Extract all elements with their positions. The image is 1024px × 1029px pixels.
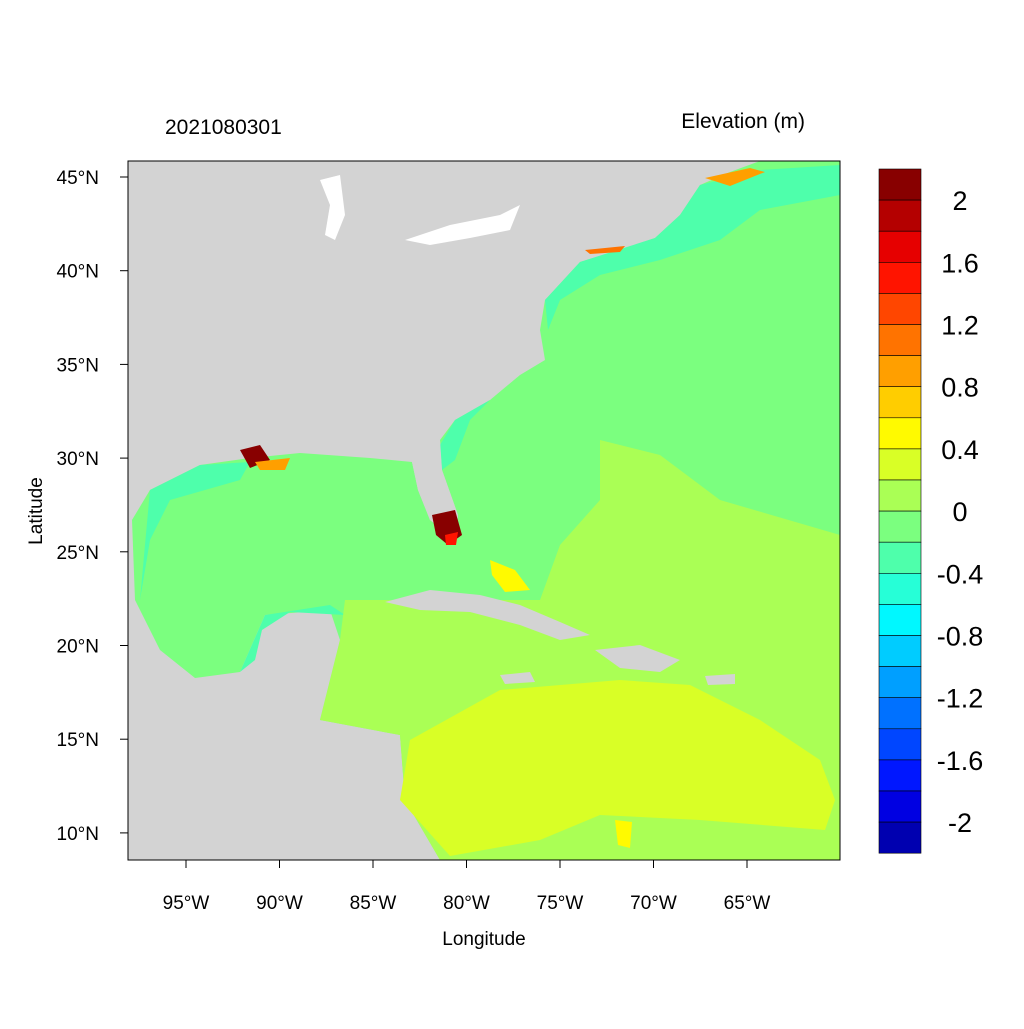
colorbar-label: 0.8 — [941, 373, 979, 403]
variable-title: Elevation (m) — [681, 110, 805, 133]
x-axis-label: Longitude — [442, 929, 525, 950]
ocean-teal-se — [440, 400, 490, 470]
colorbar-box — [878, 666, 922, 698]
colorbar-label: -0.4 — [937, 559, 984, 589]
colorbar-label: -0.8 — [937, 622, 984, 652]
surge-nova-scotia — [705, 168, 765, 186]
y-tick-label: 15°N — [57, 730, 99, 751]
colorbar-label: 1.2 — [941, 311, 979, 341]
surge-florida-tip — [445, 532, 458, 545]
colorbar-label: 0.4 — [941, 435, 979, 465]
colorbar-box — [878, 635, 922, 667]
y-tick-label: 35°N — [57, 355, 99, 376]
maracaibo — [615, 820, 632, 848]
ocean-high — [400, 680, 835, 856]
colorbar-box — [878, 293, 922, 325]
jamaica — [500, 672, 535, 684]
colorbar-box — [878, 386, 922, 419]
colorbar-box — [878, 728, 922, 761]
colorbar-box — [878, 510, 922, 543]
lake-michigan — [320, 175, 345, 240]
cuba — [385, 590, 590, 640]
y-tick-label: 20°N — [57, 637, 99, 658]
colorbar-box — [878, 448, 922, 481]
colorbar-box — [878, 541, 922, 574]
colorbar-label: -2 — [948, 808, 972, 838]
y-tick-label: 30°N — [57, 449, 99, 470]
y-tick-label: 25°N — [57, 543, 99, 564]
x-tick-label: 70°W — [630, 893, 677, 914]
ocean-teal-gulf — [140, 462, 250, 600]
surge-long-island — [585, 246, 625, 254]
y-tick-label: 40°N — [57, 262, 99, 283]
colorbar-label: -1.6 — [937, 746, 984, 776]
x-tick-label: 95°W — [163, 893, 210, 914]
great-lakes — [405, 205, 520, 245]
colorbar-label: -1.2 — [937, 684, 984, 714]
plot-frame — [127, 160, 841, 861]
x-axis: 95°W 90°W 85°W 80°W 75°W 70°W 65°W — [163, 860, 771, 914]
map-area — [128, 161, 840, 860]
puerto-rico — [705, 674, 735, 685]
colorbar-label: 0 — [952, 497, 967, 527]
surge-louisiana-orange — [255, 458, 290, 470]
y-tick-label: 10°N — [57, 824, 99, 845]
colorbar-box — [878, 790, 922, 823]
y-tick-label: 45°N — [57, 168, 99, 189]
colorbar-box — [878, 230, 922, 263]
colorbar-box — [878, 572, 922, 605]
hispaniola — [595, 645, 680, 672]
colorbar-box — [878, 604, 922, 636]
colorbar-box — [878, 324, 922, 356]
x-tick-label: 75°W — [537, 893, 584, 914]
date-title: 2021080301 — [165, 116, 282, 139]
colorbar-box — [878, 355, 922, 388]
x-tick-label: 65°W — [724, 893, 771, 914]
colorbar: 2 1.6 1.2 0.8 0.4 0 -0.4 -0.8 -1.2 -1.6 -2 — [878, 168, 984, 854]
x-tick-label: 90°W — [256, 893, 303, 914]
ocean-teal-yucatan — [240, 605, 345, 672]
colorbar-box — [878, 821, 922, 854]
colorbar-box — [878, 479, 922, 512]
colorbar-box — [878, 759, 922, 792]
y-axis-label: Latitude — [26, 477, 47, 545]
ocean-teal-ne — [545, 165, 840, 330]
colorbar-box — [878, 697, 922, 730]
colorbar-box — [878, 168, 922, 201]
x-tick-label: 85°W — [350, 893, 397, 914]
colorbar-label: 1.6 — [941, 248, 979, 278]
y-axis: 45°N 40°N 35°N 30°N 25°N 20°N 15°N 10°N — [57, 168, 128, 845]
colorbar-box — [878, 199, 922, 232]
colorbar-label: 2 — [952, 186, 967, 216]
colorbar-box — [878, 417, 922, 450]
colorbar-box — [878, 261, 922, 294]
x-tick-label: 80°W — [443, 893, 490, 914]
bahamas-yellow — [490, 560, 530, 592]
